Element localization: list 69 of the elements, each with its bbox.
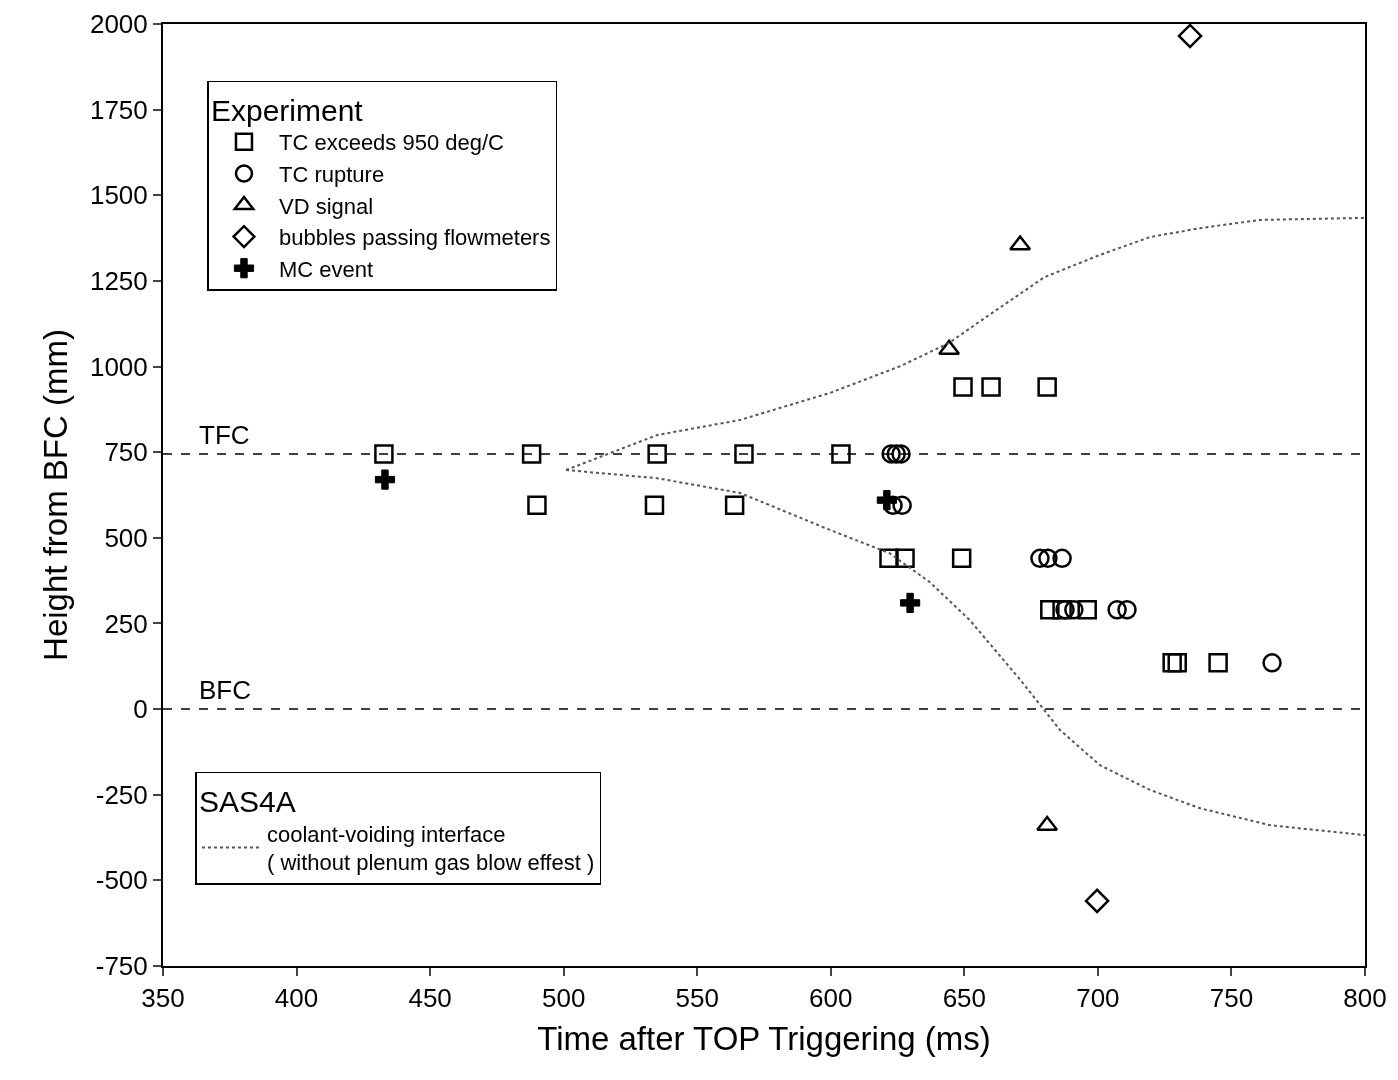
point — [881, 444, 901, 464]
point — [374, 444, 394, 464]
point — [1162, 653, 1182, 673]
point — [1262, 653, 1282, 673]
text: Experiment — [210, 94, 363, 128]
x-tick-label: 700 — [1076, 983, 1120, 1014]
point — [1038, 548, 1058, 569]
point — [1064, 600, 1084, 620]
y-tick-label: 1750 — [89, 94, 148, 125]
point — [1167, 653, 1187, 673]
x-tick-label: 600 — [809, 983, 853, 1014]
y-tick-label: 1000 — [89, 351, 148, 382]
text: SAS4A — [198, 785, 296, 819]
point — [1117, 600, 1137, 620]
y-tick-label: 750 — [104, 437, 148, 468]
point — [734, 444, 754, 464]
x-tick-label: 800 — [1343, 983, 1387, 1014]
point — [521, 444, 542, 464]
point — [1037, 377, 1057, 397]
point — [1208, 653, 1228, 673]
point — [1107, 600, 1127, 620]
legend-label: TC rupture — [278, 162, 385, 187]
point — [724, 495, 745, 516]
point — [891, 444, 911, 464]
point — [527, 495, 547, 516]
point — [1077, 600, 1097, 620]
point — [374, 469, 396, 490]
point — [953, 377, 973, 397]
point — [981, 377, 1001, 397]
legend-label: MC event — [278, 256, 374, 282]
y-axis-title: Height from BFC (mm) — [37, 329, 75, 661]
y-tick-label: 500 — [104, 522, 148, 553]
point — [879, 548, 899, 569]
y-tick-label: 0 — [133, 694, 148, 725]
point — [900, 592, 921, 613]
x-tick-label: 350 — [141, 983, 185, 1014]
y-tick-label: 2000 — [89, 9, 148, 40]
point — [831, 444, 851, 464]
y-tick-label: 1250 — [89, 266, 148, 297]
x-tick-label: 550 — [675, 983, 719, 1014]
legend-label: TC exceeds 950 deg/C — [278, 130, 505, 156]
point — [895, 548, 915, 569]
legend-label: VD signal — [278, 193, 374, 219]
point — [892, 495, 912, 516]
point — [886, 444, 906, 464]
y-tick-label: 250 — [104, 608, 148, 639]
y-tick-label: -250 — [95, 779, 148, 810]
y-tick-label: -500 — [95, 865, 148, 896]
legend-label: bubbles passing flowmeters — [278, 225, 551, 251]
x-tick-label: 400 — [274, 983, 319, 1014]
x-tick-label: 450 — [408, 983, 452, 1014]
x-tick-label: 750 — [1209, 983, 1254, 1014]
ref-line-label: TFC — [199, 420, 250, 450]
point — [644, 495, 665, 516]
y-tick-label: -750 — [95, 951, 148, 982]
legend-label: coolant-voiding interface ( without plenum gas blow effest ) — [266, 821, 595, 876]
point — [1052, 548, 1072, 569]
x-tick-label: 650 — [942, 983, 987, 1014]
point — [1177, 23, 1203, 49]
point — [951, 548, 972, 569]
point — [876, 490, 897, 511]
point — [1084, 888, 1110, 914]
ref-line-label: BFC — [199, 675, 251, 705]
y-tick-label: 1500 — [89, 180, 148, 211]
point — [1040, 600, 1060, 620]
point — [647, 444, 667, 464]
x-tick-label: 500 — [541, 983, 586, 1014]
point — [1030, 548, 1050, 569]
x-axis-title: Time after TOP Triggering (ms) — [537, 1020, 991, 1058]
